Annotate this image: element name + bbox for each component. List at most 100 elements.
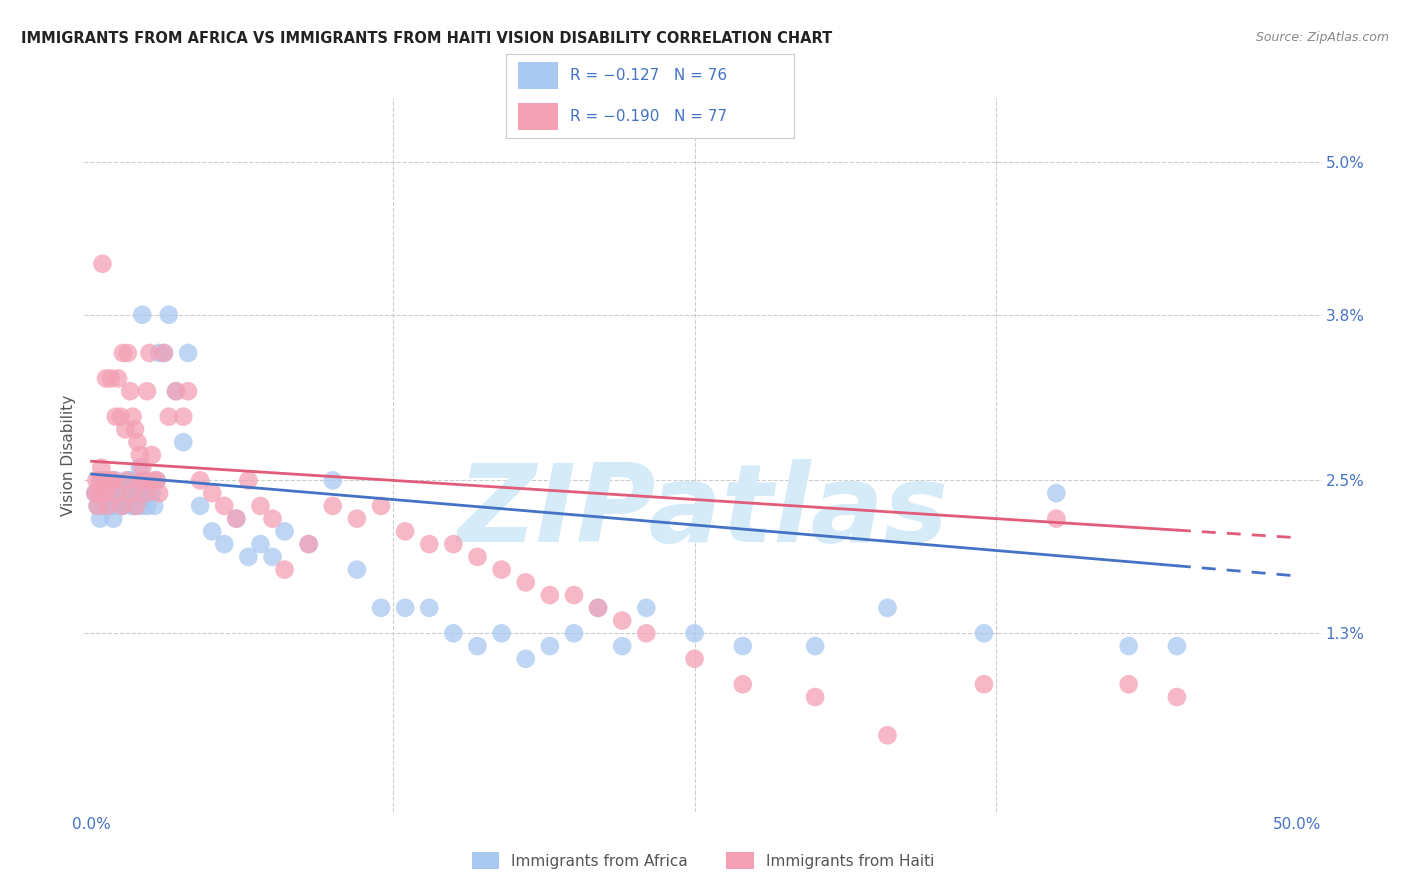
Point: [394, 524, 416, 539]
Point: [165, 384, 187, 399]
Point: [876, 600, 898, 615]
Point: [105, 486, 128, 500]
Point: [731, 677, 754, 691]
Point: [973, 677, 995, 691]
Point: [103, 511, 125, 525]
Point: [153, 346, 176, 360]
Point: [135, 486, 157, 500]
Point: [89, 511, 111, 525]
Point: [1045, 511, 1067, 525]
Point: [120, 474, 142, 488]
Point: [418, 537, 440, 551]
Point: [111, 499, 134, 513]
Point: [273, 563, 295, 577]
Text: Source: ZipAtlas.com: Source: ZipAtlas.com: [1256, 31, 1389, 45]
Point: [1166, 639, 1188, 653]
Point: [145, 474, 167, 488]
Point: [201, 486, 224, 500]
Point: [973, 626, 995, 640]
Point: [141, 448, 163, 462]
Point: [143, 474, 166, 488]
Point: [105, 486, 128, 500]
Point: [114, 422, 136, 436]
Point: [467, 639, 489, 653]
Point: [84, 486, 107, 500]
Point: [97, 474, 120, 488]
Point: [115, 486, 138, 500]
Point: [138, 486, 160, 500]
Point: [145, 474, 167, 488]
Point: [225, 511, 247, 525]
Point: [120, 486, 142, 500]
Point: [262, 511, 284, 525]
Point: [121, 486, 143, 500]
Point: [104, 409, 127, 424]
Legend: Immigrants from Africa, Immigrants from Haiti: Immigrants from Africa, Immigrants from …: [465, 846, 941, 875]
Point: [876, 728, 898, 742]
Point: [136, 384, 159, 399]
Point: [121, 409, 143, 424]
FancyBboxPatch shape: [517, 103, 558, 130]
Text: R = −0.127   N = 76: R = −0.127 N = 76: [569, 68, 727, 83]
Text: IMMIGRANTS FROM AFRICA VS IMMIGRANTS FROM HAITI VISION DISABILITY CORRELATION CH: IMMIGRANTS FROM AFRICA VS IMMIGRANTS FRO…: [21, 31, 832, 46]
Point: [101, 474, 124, 488]
Point: [134, 474, 156, 488]
Point: [111, 499, 134, 513]
Point: [91, 257, 114, 271]
Point: [249, 537, 271, 551]
Point: [177, 346, 200, 360]
Point: [124, 422, 146, 436]
Point: [612, 614, 634, 628]
Point: [1118, 677, 1140, 691]
Point: [127, 486, 149, 500]
Text: R = −0.190   N = 77: R = −0.190 N = 77: [569, 109, 727, 124]
Point: [153, 346, 176, 360]
Point: [87, 499, 110, 513]
Point: [148, 346, 170, 360]
Point: [441, 626, 464, 640]
Point: [125, 499, 148, 513]
Point: [124, 499, 146, 513]
Y-axis label: Vision Disability: Vision Disability: [60, 394, 76, 516]
Point: [86, 499, 108, 513]
Point: [90, 474, 112, 488]
Point: [515, 575, 537, 590]
Point: [731, 639, 754, 653]
Point: [238, 549, 260, 564]
Point: [110, 409, 132, 424]
Point: [262, 549, 284, 564]
Point: [120, 384, 142, 399]
Point: [172, 409, 194, 424]
Point: [636, 626, 658, 640]
Point: [346, 563, 368, 577]
Point: [225, 511, 247, 525]
Point: [129, 474, 152, 488]
Point: [157, 308, 180, 322]
Point: [418, 600, 440, 615]
Point: [636, 600, 658, 615]
Point: [135, 486, 157, 500]
Point: [491, 626, 513, 640]
Point: [586, 600, 609, 615]
Point: [128, 460, 150, 475]
Point: [111, 499, 134, 513]
Point: [125, 486, 148, 500]
Point: [298, 537, 321, 551]
Point: [89, 474, 111, 488]
Point: [683, 626, 706, 640]
Point: [157, 409, 180, 424]
Point: [562, 588, 585, 602]
Point: [212, 499, 235, 513]
Point: [273, 524, 295, 539]
Point: [104, 474, 127, 488]
Point: [1045, 486, 1067, 500]
Text: ZIPatlas: ZIPatlas: [457, 459, 949, 565]
Point: [249, 499, 271, 513]
Point: [683, 652, 706, 666]
Point: [115, 474, 138, 488]
Point: [86, 499, 108, 513]
Point: [87, 486, 110, 500]
Point: [238, 474, 260, 488]
Point: [100, 499, 122, 513]
Point: [515, 652, 537, 666]
